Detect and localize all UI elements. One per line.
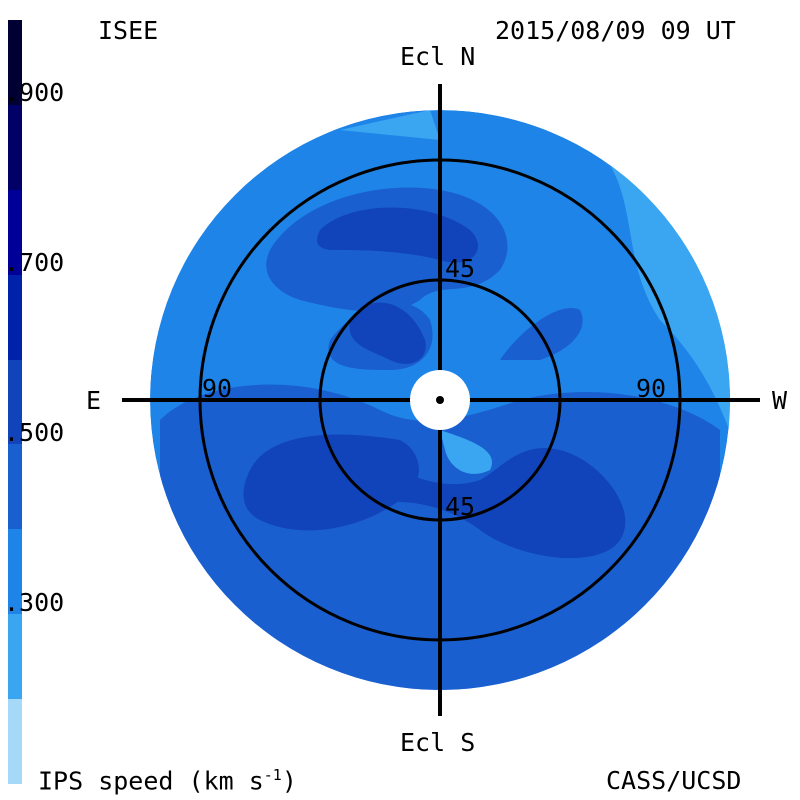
colorbar-segment <box>8 699 22 784</box>
ring-45-top-label: 45 <box>445 254 476 283</box>
colorbar-tick-900: .900 <box>4 78 65 107</box>
ring-90-left-label: 90 <box>202 374 233 403</box>
ring-45-bottom-label: 45 <box>445 492 476 521</box>
colorbar-tick-300: .300 <box>4 588 65 617</box>
colorbar-segment <box>8 104 22 190</box>
colorbar-segment <box>8 189 22 275</box>
timestamp-label: 2015/08/09 09 UT <box>495 16 736 45</box>
quantity-label: IPS speed (km s-1) <box>38 766 297 796</box>
high-speed-lobe-sw <box>243 434 419 531</box>
sun-center-dot <box>436 396 444 404</box>
ecliptic-south-label: Ecl S <box>400 728 476 757</box>
high-speed-lobe-s <box>330 447 626 559</box>
low-speed-region-n <box>340 110 440 140</box>
colorbar-segment <box>8 20 22 105</box>
west-label: W <box>772 386 788 415</box>
high-speed-lobe-north <box>317 207 479 263</box>
colorbar-segment <box>8 359 22 445</box>
source-label: ISEE <box>98 16 159 45</box>
speed-colorbar <box>8 20 22 784</box>
high-speed-lobe-nw <box>349 302 426 364</box>
colorbar-segment <box>8 444 22 530</box>
colorbar-segment <box>8 614 22 699</box>
credit-label: CASS/UCSD <box>606 766 742 795</box>
east-label: E <box>86 386 102 415</box>
quantity-exponent: -1 <box>263 766 282 784</box>
colorbar-segment <box>8 274 22 360</box>
colorbar-tick-700: .700 <box>4 248 65 277</box>
ring-90-right-label: 90 <box>636 374 667 403</box>
ecliptic-north-label: Ecl N <box>400 42 476 71</box>
colorbar-segment <box>8 529 22 615</box>
low-speed-patch-centre-s <box>440 430 492 474</box>
colorbar-tick-500: .500 <box>4 418 65 447</box>
